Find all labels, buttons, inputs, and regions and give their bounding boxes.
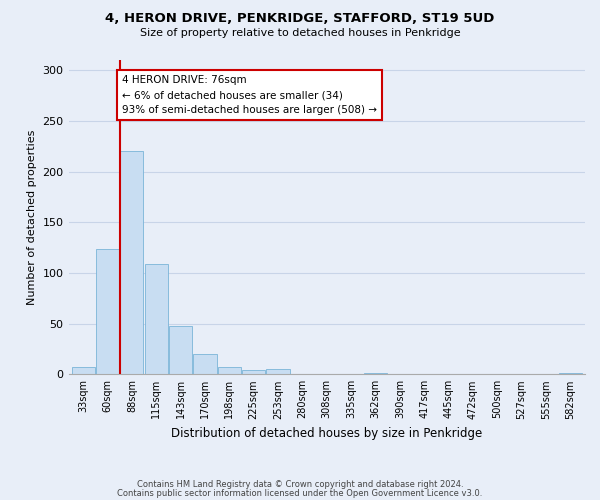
Bar [266,369,290,374]
Text: 4 HERON DRIVE: 76sqm
← 6% of detached houses are smaller (34)
93% of semi-detach: 4 HERON DRIVE: 76sqm ← 6% of detached ho… [122,75,377,115]
Text: Contains HM Land Registry data © Crown copyright and database right 2024.: Contains HM Land Registry data © Crown c… [137,480,463,489]
Bar [121,151,143,374]
Bar [96,248,119,374]
X-axis label: Distribution of detached houses by size in Penkridge: Distribution of detached houses by size … [171,427,482,440]
Bar [145,264,168,374]
Bar [218,367,241,374]
Bar [71,367,95,374]
Bar [242,370,265,374]
Text: Size of property relative to detached houses in Penkridge: Size of property relative to detached ho… [140,28,460,38]
Bar [193,354,217,374]
Text: Contains public sector information licensed under the Open Government Licence v3: Contains public sector information licen… [118,488,482,498]
Bar [169,326,192,374]
Y-axis label: Number of detached properties: Number of detached properties [27,130,37,305]
Text: 4, HERON DRIVE, PENKRIDGE, STAFFORD, ST19 5UD: 4, HERON DRIVE, PENKRIDGE, STAFFORD, ST1… [106,12,494,26]
